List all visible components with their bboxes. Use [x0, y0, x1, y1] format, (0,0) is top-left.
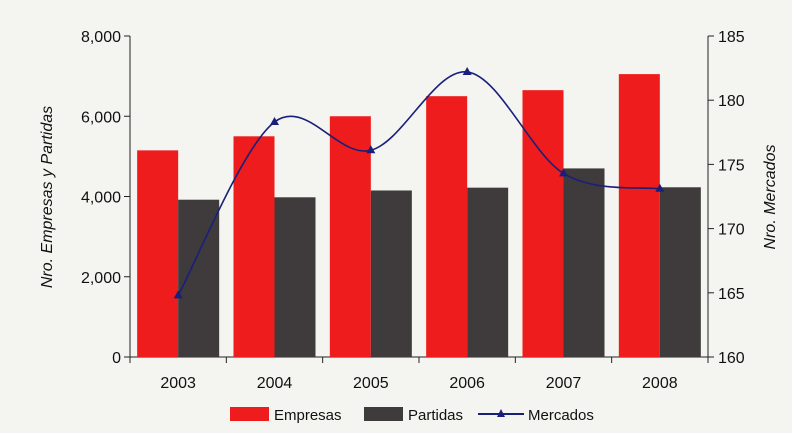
- marker-mercados-2006: [462, 66, 472, 75]
- bar-empresas-2004: [233, 136, 275, 357]
- y-tick-label-left: 0: [112, 350, 121, 367]
- legend-swatch-empresas: [230, 407, 269, 421]
- y-tick-label-left: 8,000: [81, 29, 121, 46]
- legend-marker-mercados: [497, 409, 505, 417]
- x-tick-label: 2006: [449, 375, 485, 392]
- y-tick-label-right: 185: [718, 29, 745, 46]
- marker-mercados-2003: [173, 290, 183, 299]
- bar-empresas-2007: [522, 90, 564, 357]
- legend-label-partidas: Partidas: [408, 407, 463, 424]
- bar-partidas-2003: [178, 199, 220, 357]
- bar-empresas-2003: [137, 150, 179, 357]
- marker-mercados-2005: [366, 145, 376, 154]
- legend-label-empresas: Empresas: [274, 407, 342, 424]
- y-tick-label-right: 180: [718, 93, 745, 110]
- bar-partidas-2005: [370, 190, 412, 357]
- y-axis-title-right: Nro. Mercados: [762, 145, 779, 250]
- plot-area: 0 2,000 4,000 6,000 8,000 160 165 170 175 180 185 2…: [81, 29, 745, 392]
- y-tick-label-left: 2,000: [81, 270, 121, 287]
- y-tick-label-right: 170: [718, 222, 745, 239]
- legend-swatch-partidas: [364, 407, 403, 421]
- bar-partidas-2004: [274, 197, 316, 357]
- y-tick-label-left: 6,000: [81, 109, 121, 126]
- marker-mercados-2004: [270, 117, 279, 126]
- bar-partidas-2007: [563, 168, 605, 357]
- bar-empresas-2008: [618, 74, 660, 358]
- y-tick-label-right: 175: [718, 157, 745, 174]
- y-tick-label-right: 160: [718, 350, 745, 367]
- y-tick-label-left: 4,000: [81, 190, 121, 207]
- y-axis-title-left: Nro. Empresas y Partidas: [39, 106, 56, 288]
- legend: Empresas Partidas Mercados: [230, 407, 594, 424]
- x-tick-label: 2005: [353, 375, 389, 392]
- legend-label-mercados: Mercados: [528, 407, 594, 424]
- bar-empresas-2005: [329, 116, 371, 357]
- bar-partidas-2006: [467, 187, 509, 357]
- bar-empresas-2006: [426, 96, 468, 357]
- y-tick-label-right: 165: [718, 286, 745, 303]
- x-tick-label: 2003: [160, 375, 196, 392]
- marker-mercados-2008: [655, 183, 665, 192]
- marker-mercados-2007: [559, 168, 568, 177]
- x-tick-label: 2008: [642, 375, 678, 392]
- bar-partidas-2008: [659, 187, 701, 357]
- x-tick-label: 2004: [257, 375, 293, 392]
- x-tick-label: 2007: [546, 375, 582, 392]
